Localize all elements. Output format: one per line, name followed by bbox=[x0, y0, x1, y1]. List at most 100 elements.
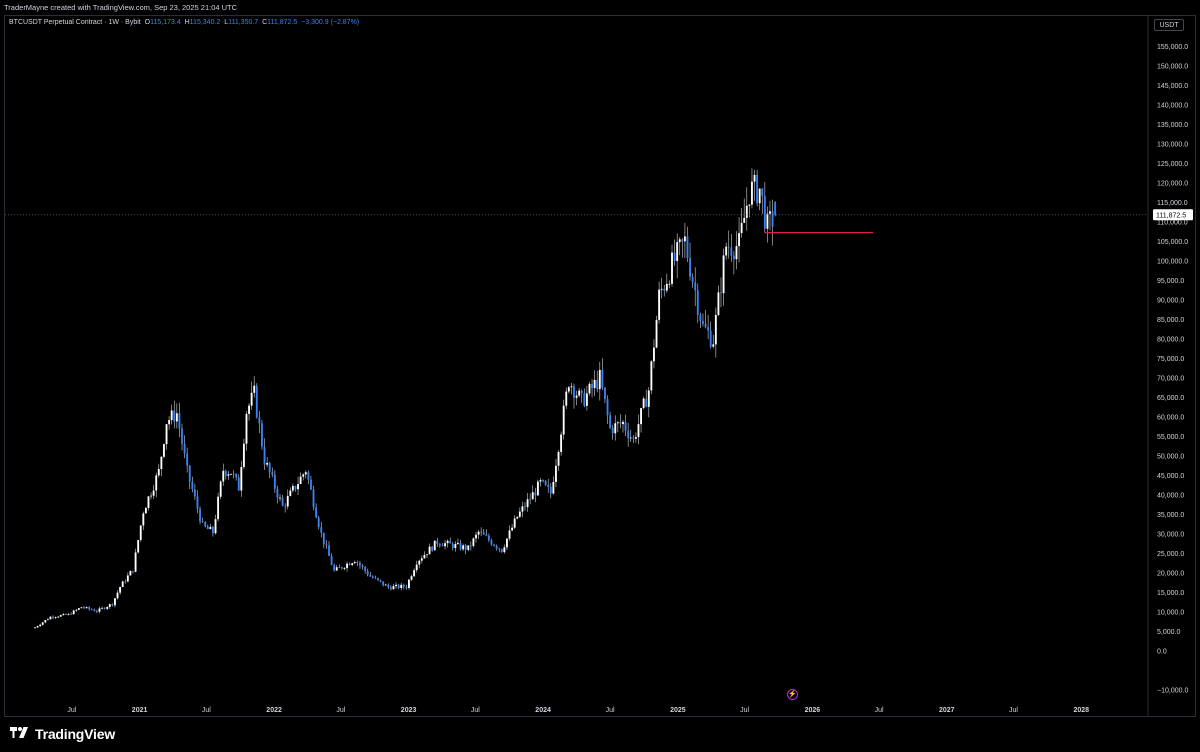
candle-body bbox=[766, 213, 769, 229]
candle-body bbox=[132, 571, 134, 572]
candle-body bbox=[129, 571, 132, 576]
open-label: O bbox=[144, 19, 151, 26]
candle-body bbox=[751, 181, 753, 205]
y-tick-label: 130,000.0 bbox=[1157, 142, 1188, 149]
candle-body bbox=[286, 495, 289, 507]
candle-body bbox=[611, 427, 614, 434]
candle-body bbox=[52, 616, 54, 618]
candle-body bbox=[157, 469, 160, 476]
last-price-label: 111,872.5 bbox=[1156, 212, 1186, 219]
price-axis[interactable]: 155,000.0 150,000.0 145,000.0 140,000.0 135,… bbox=[1147, 16, 1193, 716]
candle-body bbox=[70, 613, 73, 615]
candle-body bbox=[59, 615, 62, 617]
y-tick-label: 20,000.0 bbox=[1157, 571, 1184, 578]
candle-body bbox=[168, 420, 171, 425]
candle-body bbox=[46, 619, 49, 621]
y-tick-label: 90,000.0 bbox=[1157, 298, 1184, 305]
candle-body bbox=[632, 437, 635, 439]
candle-body bbox=[593, 379, 596, 388]
candle-body bbox=[598, 369, 601, 390]
candle-body bbox=[446, 540, 449, 544]
candle-body bbox=[686, 236, 689, 259]
candle-body bbox=[310, 479, 312, 490]
candle-body bbox=[415, 564, 418, 571]
currency-button[interactable]: USDT bbox=[1154, 19, 1184, 31]
x-tick-label: 2024 bbox=[535, 707, 551, 714]
x-tick-label: Jul bbox=[1009, 707, 1018, 714]
candle-body bbox=[616, 422, 619, 424]
candle-body bbox=[544, 481, 547, 485]
candle-body bbox=[640, 408, 642, 425]
candle-body bbox=[235, 474, 238, 478]
candle-body bbox=[426, 554, 428, 556]
candle-body bbox=[655, 319, 658, 348]
candle-body bbox=[222, 470, 225, 482]
candle-body bbox=[671, 252, 673, 284]
x-tick-label: Jul bbox=[202, 707, 211, 714]
candle-body bbox=[634, 437, 637, 439]
symbol-legend: BTCUSDT Perpetual Contract · 1W · Bybit … bbox=[9, 19, 359, 26]
candle-body bbox=[665, 283, 668, 291]
y-tick-label: 50,000.0 bbox=[1157, 454, 1184, 461]
x-tick-label: 2022 bbox=[266, 707, 282, 714]
candle-body bbox=[743, 217, 746, 223]
candle-body bbox=[224, 470, 227, 476]
candle-body bbox=[513, 518, 516, 528]
candle-body bbox=[392, 586, 395, 590]
y-tick-label: 135,000.0 bbox=[1157, 122, 1188, 129]
candle-body bbox=[462, 545, 465, 550]
candle-body bbox=[183, 443, 186, 454]
candle-body bbox=[240, 466, 243, 491]
candle-body bbox=[691, 276, 694, 283]
candle-body bbox=[678, 239, 681, 243]
candle-body bbox=[75, 609, 78, 611]
y-tick-label: 5,000.0 bbox=[1157, 629, 1180, 636]
candle-body bbox=[712, 344, 715, 347]
symbol-name[interactable]: BTCUSDT Perpetual Contract · 1W · Bybit bbox=[9, 19, 141, 26]
candle-body bbox=[694, 282, 697, 291]
candle-body bbox=[353, 562, 356, 564]
candle-body bbox=[54, 617, 57, 618]
open-value: 115,173.4 bbox=[150, 19, 181, 26]
y-tick-label: 110,000.0 bbox=[1157, 220, 1188, 227]
candle-body bbox=[720, 292, 722, 294]
candle-body bbox=[126, 575, 129, 582]
candle-body bbox=[469, 545, 472, 547]
candle-body bbox=[389, 587, 392, 590]
y-tick-label: −10,000.0 bbox=[1157, 688, 1188, 695]
candle-body bbox=[467, 545, 470, 550]
candle-body bbox=[658, 289, 661, 320]
candle-body bbox=[366, 570, 369, 575]
lightning-icon[interactable]: ⚡ bbox=[787, 689, 798, 700]
candle-body bbox=[144, 508, 147, 514]
candle-body bbox=[361, 565, 364, 567]
candle-body bbox=[725, 246, 728, 256]
candle-body bbox=[291, 486, 294, 491]
candle-body bbox=[83, 607, 85, 609]
candle-body bbox=[72, 610, 75, 615]
candle-body bbox=[307, 472, 310, 480]
candle-body bbox=[163, 444, 165, 457]
low-value: 111,350.7 bbox=[228, 19, 259, 26]
tradingview-logo[interactable]: TradingView bbox=[8, 726, 115, 742]
candle-body bbox=[397, 584, 400, 589]
candle-body bbox=[320, 527, 323, 533]
candle-body bbox=[346, 563, 348, 569]
tradingview-logo-icon bbox=[10, 727, 28, 738]
candle-body bbox=[570, 386, 573, 388]
x-tick-label: 2027 bbox=[939, 707, 955, 714]
candle-body bbox=[518, 511, 521, 517]
candle-body bbox=[175, 413, 178, 422]
x-tick-label: Jul bbox=[740, 707, 749, 714]
candle-body bbox=[714, 314, 717, 345]
candle-body bbox=[333, 565, 336, 571]
chart-attribution: TraderMayne created with TradingView.com… bbox=[4, 3, 238, 12]
candle-body bbox=[596, 379, 599, 390]
candle-body bbox=[585, 393, 588, 406]
time-axis[interactable]: Jul 2021 Jul 2022 Jul 2023 Jul 2024 Jul 2025 Jul 20… bbox=[5, 701, 1148, 714]
candle-body bbox=[565, 391, 568, 406]
candle-body bbox=[629, 437, 632, 439]
candle-body bbox=[237, 477, 240, 491]
candle-body bbox=[232, 473, 235, 475]
